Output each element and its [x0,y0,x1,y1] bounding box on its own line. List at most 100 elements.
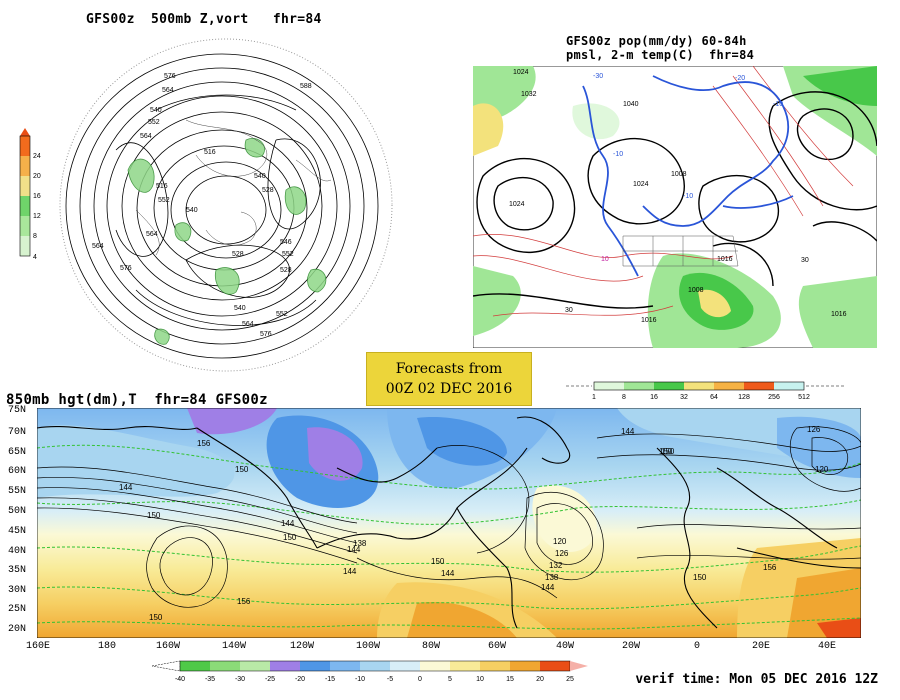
temp-label: -10 [773,101,783,108]
lat-label: 55N [8,486,27,497]
colorbar-tick: -25 [265,676,275,683]
colorbar-tick: -40 [175,676,185,683]
contour-label: 552 [282,251,294,258]
isotherms [37,444,861,630]
colorbar-tick: 0 [418,676,422,683]
panel-pop-title-line2: pmsl, 2-m temp(C) fhr=84 [566,48,755,62]
lon-label: 40E [818,641,837,652]
colorbar-tick: 1 [592,394,596,401]
colorbar-tick: 4 [33,254,37,261]
contour-label: 144 [343,567,357,576]
panel-850mb-map: 156 144 150 150 144 150 156 150 144 150 … [37,408,861,638]
contour-label: 576 [164,73,176,80]
isobar-label: 1016 [641,317,657,324]
panel-500mb-title: GFS00z 500mb Z,vort fhr=84 [86,12,322,27]
lat-label: 35N [8,565,27,576]
lon-label: 20E [752,641,771,652]
contour-label: 144 [347,545,361,554]
lat-label: 60N [8,466,27,477]
contour-label: 144 [621,427,635,436]
isobar-label: 1040 [623,101,639,108]
contour-label: 150 [149,613,163,622]
panel-pop-title-line1: GFS00z pop(mm/dy) 60-84h [566,34,747,48]
contour-label: 120 [815,465,829,474]
contour-label: 120 [553,537,567,546]
colorbar-tick: 32 [680,394,688,401]
temp-label: 30 [801,257,809,264]
temperature-colorbar: -40 -35 -30 -25 -20 -15 -10 -5 0 5 10 15… [151,660,588,683]
contour-label: 150 [235,465,249,474]
temp-label: -20 [735,75,745,82]
temperature-lines-blue [582,75,794,277]
colorbar-tick: -30 [235,676,245,683]
contour-label: 150 [147,511,161,520]
colorbar-tick: 20 [536,676,544,683]
colorbar-tick: 16 [650,394,658,401]
contour-label: 516 [156,183,168,190]
colorbar-tick: -35 [205,676,215,683]
height-contours [37,426,861,608]
contour-label: 150 [693,573,707,582]
precip-colorbar: 1 8 16 32 64 128 256 512 [566,381,846,401]
contour-label: 528 [232,251,244,258]
lat-label: 40N [8,546,27,557]
lon-label: 20W [622,641,641,652]
lon-label: 100W [356,641,381,652]
contour-label: 156 [197,439,211,448]
forecast-init-badge: Forecasts from 00Z 02 DEC 2016 [366,352,532,406]
isobar-label: 1008 [671,171,687,178]
badge-line2: 00Z 02 DEC 2016 [385,381,513,397]
contour-label: 156 [763,563,777,572]
temp-label: -10 [683,193,693,200]
colorbar-tick: -20 [295,676,305,683]
temp-label: -10 [613,151,623,158]
temp-label: 10 [601,256,609,263]
contour-label: 138 [545,573,559,582]
contour-label: 156 [237,597,251,606]
colorbar-tick: 128 [738,394,750,401]
contour-label: 150 [659,447,673,456]
colorbar-tick: 16 [33,193,41,200]
contour-label: 564 [162,87,174,94]
isobar-label: 1032 [521,91,537,98]
vorticity-colorbar: 24 20 16 12 8 4 [19,128,41,261]
contour-label: 540 [254,173,266,180]
contour-label: 576 [120,265,132,272]
isobar-label: 1008 [688,287,704,294]
colorbar-tick: 24 [33,153,41,160]
contour-label: 528 [262,187,274,194]
lat-label: 75N [8,405,27,416]
contour-label: 150 [431,557,445,566]
contour-label: 588 [300,83,312,90]
lon-label: 120W [290,641,315,652]
contour-label: 552 [148,119,160,126]
contour-label: 552 [276,311,288,318]
contour-label: 150 [661,447,675,456]
precip-colorbar-swatches [566,381,846,391]
contour-label: 576 [260,331,272,338]
colorbar-tick: 25 [566,676,574,683]
contour-label: 144 [281,519,295,528]
lon-label: 180 [98,641,117,652]
lon-label: 160W [156,641,181,652]
contour-label: 144 [541,583,555,592]
lat-label: 30N [8,585,27,596]
contour-label: 564 [146,231,158,238]
lat-label: 65N [8,447,27,458]
contour-label: 564 [92,243,104,250]
contour-label: 150 [283,533,297,542]
contour-label: 546 [280,239,292,246]
colorbar-tick: 256 [768,394,780,401]
temp-label: 30 [565,307,573,314]
lon-label: 140W [222,641,247,652]
verif-time: verif time: Mon 05 DEC 2016 12Z [635,672,878,687]
contour-label: 552 [158,197,170,204]
lat-label: 20N [8,624,27,635]
contour-label: 540 [234,305,246,312]
contour-label: 138 [353,539,367,548]
isobar-label: 1024 [513,69,529,76]
lon-label: 0 [694,641,701,652]
contour-label: 540 [150,107,162,114]
lat-label: 50N [8,506,27,517]
polar-boundary [59,38,393,372]
